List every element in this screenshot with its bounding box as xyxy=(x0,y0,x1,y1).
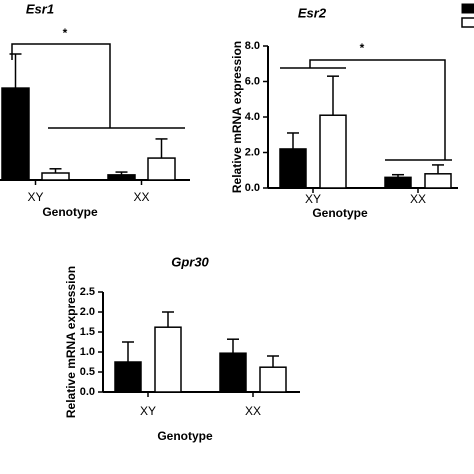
y-tick-label: 1.0 xyxy=(80,346,95,358)
x-tick-label: XY xyxy=(27,190,43,204)
chart-title: Esr2 xyxy=(298,5,327,20)
y-axis-label: Relative mRNA expression xyxy=(64,266,78,418)
x-tick-label: XY xyxy=(305,192,321,206)
bar xyxy=(279,148,307,189)
bar xyxy=(147,157,176,181)
bracket xyxy=(309,59,446,160)
chart-title: Gpr30 xyxy=(171,254,209,269)
legend-swatch xyxy=(461,3,474,14)
chart-title: Esr1 xyxy=(26,1,54,16)
y-tick-label: 1.5 xyxy=(80,326,95,338)
x-tick-label: XX xyxy=(410,192,426,206)
bar xyxy=(319,114,347,189)
legend xyxy=(461,3,474,28)
y-tick-label: 0.5 xyxy=(80,366,95,378)
legend-swatch xyxy=(461,17,474,28)
x-tick-label: XY xyxy=(140,404,156,418)
annotation: * xyxy=(63,26,68,40)
y-tick-label: 2.0 xyxy=(80,306,95,318)
y-axis-label: Relative mRNA expression xyxy=(230,41,244,193)
y-tick-label: 0.0 xyxy=(80,386,95,398)
x-tick-label: XX xyxy=(245,404,261,418)
bar xyxy=(384,176,412,189)
y-tick-label: 2.0 xyxy=(245,146,260,158)
bar xyxy=(107,174,136,181)
y-tick-label: 6.0 xyxy=(245,75,260,87)
bracket xyxy=(11,43,111,128)
bar xyxy=(424,173,452,189)
x-tick-label: XX xyxy=(133,190,149,204)
y-tick-label: 0.0 xyxy=(245,182,260,194)
bar xyxy=(219,352,247,393)
bar xyxy=(154,326,182,393)
y-tick-label: 8.0 xyxy=(245,40,260,52)
bar xyxy=(259,366,287,393)
x-axis-label: Genotype xyxy=(42,205,98,219)
bar xyxy=(114,361,142,393)
annotation: * xyxy=(360,41,365,55)
bracket-esr2 xyxy=(280,59,452,161)
bar xyxy=(1,87,30,181)
x-axis-label: Genotype xyxy=(312,206,368,220)
bracket-esr1 xyxy=(11,43,185,129)
x-axis-label: Genotype xyxy=(157,429,213,443)
bar xyxy=(41,172,70,181)
y-tick-label: 4.0 xyxy=(245,111,260,123)
y-tick-label: 2.5 xyxy=(80,286,95,298)
